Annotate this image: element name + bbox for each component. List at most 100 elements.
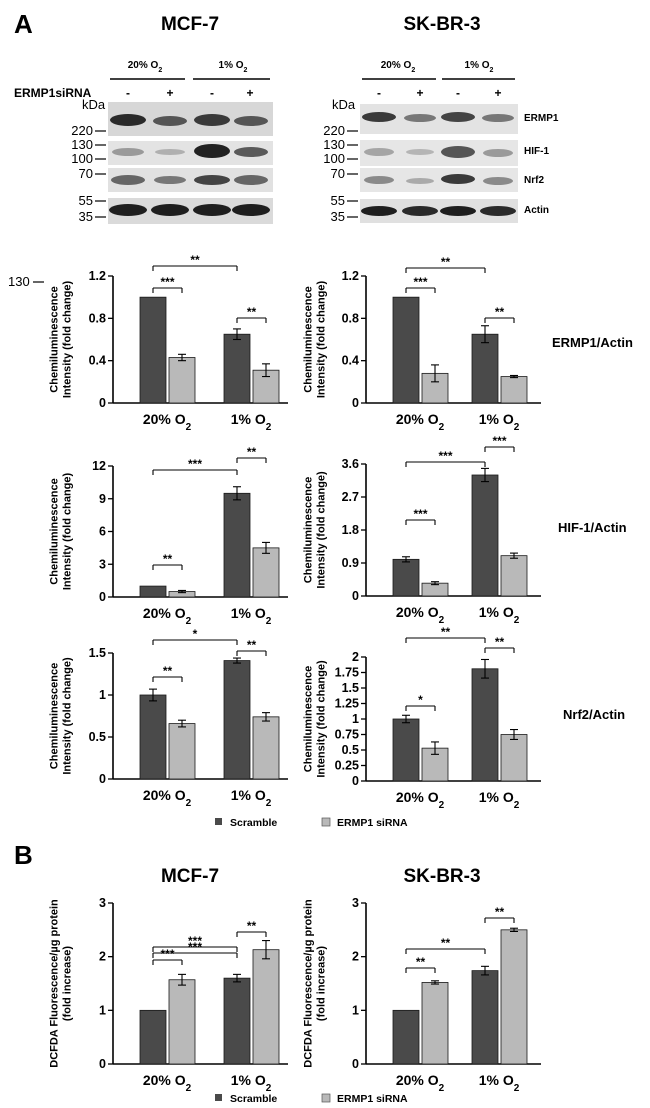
bar-scramble: [223, 492, 251, 598]
y-tick-label: 3: [99, 557, 106, 571]
legend-swatch-scramble: [215, 1094, 222, 1101]
row-label-hif1: HIF-1/Actin: [558, 520, 627, 535]
legend-label-sirna: ERMP1 siRNA: [337, 1093, 408, 1105]
bar-scramble: [471, 333, 499, 404]
sirna-state: -: [377, 86, 381, 100]
sig-label: **: [163, 552, 173, 566]
legend-label-scramble: Scramble: [230, 817, 277, 829]
x-category-label: 20% O2: [143, 787, 192, 809]
y-tick-label: 0.8: [89, 311, 106, 325]
panel-label-b: B: [14, 840, 33, 870]
sirna-state: +: [416, 86, 423, 100]
y-tick-label: 2: [99, 950, 106, 964]
bar-scramble: [471, 970, 499, 1065]
y-tick-label: 1.75: [335, 666, 359, 680]
chart-hif1_mcf7: 0 3 6 9 12 ChemiluminescenceIntensity (fold c…: [49, 445, 288, 627]
bar-sirna: [252, 949, 280, 1065]
sig-label: ***: [188, 934, 202, 948]
y-tick-label: 1.25: [335, 697, 359, 711]
y-tick-label: 2: [352, 950, 359, 964]
sig-label: ***: [438, 449, 452, 463]
marker-label: 130: [323, 137, 345, 152]
sig-label: **: [495, 305, 505, 319]
y-tick-label: 9: [99, 492, 106, 506]
sirna-state: +: [166, 86, 173, 100]
panel-label-a: A: [14, 9, 33, 39]
y-tick-label: 1: [99, 1003, 106, 1017]
y-tick-label: 0.4: [89, 354, 106, 368]
x-category-label: 20% O2: [396, 411, 445, 433]
marker-label: 70: [331, 166, 345, 181]
bar-scramble: [139, 1009, 167, 1065]
y-tick-label: 1.2: [89, 269, 106, 283]
sig-label: **: [495, 635, 505, 649]
blot-row-label-hif1: HIF-1: [524, 146, 549, 157]
x-category-label: 1% O2: [231, 605, 272, 627]
sirna-row-label: ERMP1siRNA: [14, 86, 92, 100]
bar-scramble: [471, 668, 499, 782]
y-tick-label: 0.5: [89, 730, 106, 744]
bar-sirna: [500, 555, 528, 597]
x-category-label: 20% O2: [143, 605, 192, 627]
bar-sirna: [500, 376, 528, 404]
x-category-label: 20% O2: [396, 789, 445, 811]
y-tick-label: 0.25: [335, 759, 359, 773]
sig-label: ***: [413, 275, 427, 289]
y-tick-label: 1.8: [342, 523, 359, 537]
sig-label: ***: [160, 275, 174, 289]
y-tick-label: 1.2: [342, 269, 359, 283]
x-category-label: 20% O2: [143, 1072, 192, 1094]
y-axis-label: DCFDA Fluorescence/µg protein(fold incre…: [49, 899, 74, 1068]
marker-label: 220: [323, 123, 345, 138]
kda-label: kDa: [332, 97, 356, 112]
sig-label: **: [163, 664, 173, 678]
blot-row-label-ermp1: ERMP1: [524, 113, 559, 124]
blot-cond-1-mcf7: 1% O2: [219, 60, 248, 74]
legend-label-scramble: Scramble: [230, 1093, 277, 1105]
y-axis-label: ChemiluminescenceIntensity (fold change): [49, 472, 74, 590]
y-axis-label: ChemiluminescenceIntensity (fold change): [49, 280, 74, 398]
sig-label: ***: [160, 947, 174, 961]
bar-scramble: [223, 333, 251, 404]
sig-label: **: [441, 625, 451, 639]
bar-sirna: [168, 723, 196, 780]
y-tick-label: 3.6: [342, 457, 359, 471]
bar-sirna: [168, 357, 196, 404]
y-tick-label: 2: [352, 650, 359, 664]
y-tick-label: 1: [99, 688, 106, 702]
sig-label: **: [416, 955, 426, 969]
marker-label: 100: [71, 151, 93, 166]
y-axis-label: ChemiluminescenceIntensity (fold change): [303, 660, 328, 778]
y-axis-label: ChemiluminescenceIntensity (fold change): [303, 471, 328, 589]
bar-sirna: [500, 929, 528, 1065]
bar-scramble: [471, 474, 499, 597]
bar-scramble: [223, 977, 251, 1065]
legend-swatch-sirna: [321, 1093, 331, 1103]
y-tick-label: 1: [352, 712, 359, 726]
blot-image-skbr3: [360, 104, 518, 223]
bar-sirna: [168, 979, 196, 1065]
y-tick-label: 0.75: [335, 728, 359, 742]
y-axis-label: DCFDA Fluorescence/µg protein(fold incre…: [303, 899, 328, 1068]
bar-sirna: [252, 547, 280, 598]
y-tick-label: 6: [99, 525, 106, 539]
blot-image-mcf7: [108, 102, 273, 224]
sig-label: **: [247, 305, 257, 319]
blot-markers-mcf7: 220 130 100 70 55 35: [71, 123, 106, 224]
sig-label: **: [247, 638, 257, 652]
bar-scramble: [139, 694, 167, 780]
chart-ermp1_mcf7: 0 0.4 0.8 1.2 ChemiluminescenceIntensity (fo…: [49, 253, 288, 433]
blot-cond-20-skbr3: 20% O2: [381, 60, 416, 74]
sirna-state: +: [494, 86, 501, 100]
y-tick-label: 3: [99, 896, 106, 910]
sig-label: **: [247, 919, 257, 933]
chart-hif1_skbr3: 0 0.9 1.8 2.7 3.6 ChemiluminescenceIntensity …: [303, 434, 541, 626]
bar-scramble: [392, 1009, 420, 1065]
sig-label: **: [247, 445, 257, 459]
y-tick-label: 0: [352, 396, 359, 410]
chart-nrf2_skbr3: 00.25 0.50.75 11.25 1.51.75 2 Chemiluminescen…: [303, 625, 541, 811]
x-category-label: 1% O2: [479, 789, 520, 811]
stray-marker-label: 130: [8, 274, 30, 289]
sig-label: ***: [188, 457, 202, 471]
